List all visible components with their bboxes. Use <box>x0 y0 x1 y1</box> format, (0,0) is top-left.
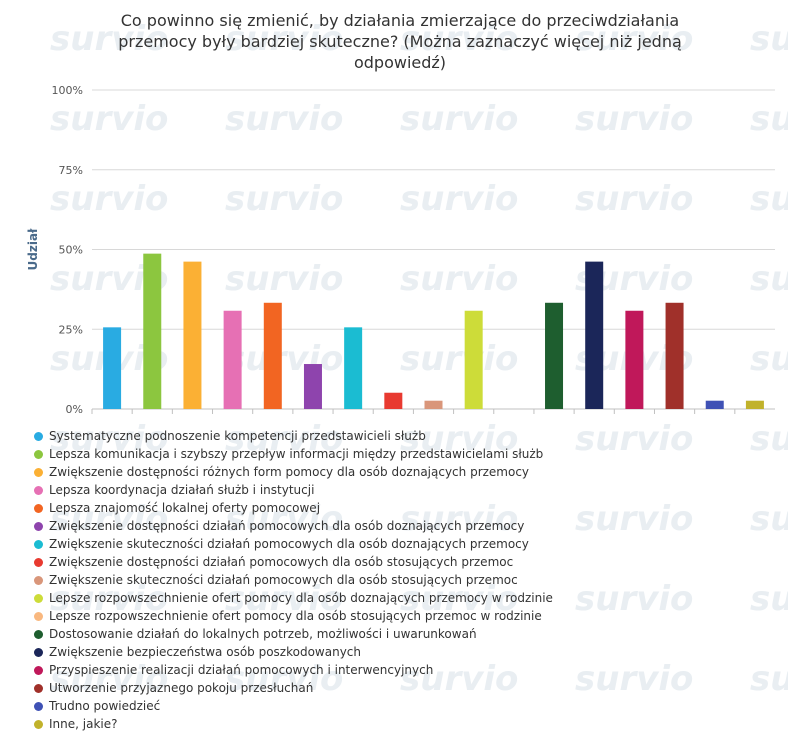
legend-label: Zwiększenie bezpieczeństwa osób poszkodo… <box>49 645 362 659</box>
legend-label: Lepsza koordynacja działań służb i insty… <box>49 483 315 497</box>
chart-title: Co powinno się zmienić, by działania zmi… <box>118 11 682 72</box>
legend-label: Zwiększenie dostępności działań pomocowy… <box>49 519 525 533</box>
legend-swatch <box>34 557 43 567</box>
legend-swatch <box>34 647 43 657</box>
bar-chart: 0% 25% 50% 75% 100% Udział <box>26 84 775 416</box>
bar <box>585 261 604 409</box>
legend-label: Systematyczne podnoszenie kompetencji pr… <box>49 429 426 443</box>
bar <box>143 253 162 409</box>
legend-label: Lepsza komunikacja i szybszy przepływ in… <box>49 447 544 461</box>
legend-item[interactable]: Zwiększenie dostępności działań pomocowy… <box>34 517 774 535</box>
legend-swatch <box>34 719 43 729</box>
chart-legend: Systematyczne podnoszenie kompetencji pr… <box>34 427 774 733</box>
y-tick-label: 0% <box>66 403 83 416</box>
legend-item[interactable]: Zwiększenie dostępności działań pomocowy… <box>34 553 774 571</box>
legend-item[interactable]: Przyspieszenie realizacji działań pomoco… <box>34 661 774 679</box>
bar <box>263 302 282 409</box>
bar <box>625 310 644 409</box>
bar <box>705 400 724 409</box>
y-tick-label: 25% <box>59 323 83 336</box>
legend-label: Utworzenie przyjaznego pokoju przesłucha… <box>49 681 314 695</box>
bar <box>424 400 443 409</box>
legend-label: Zwiększenie dostępności działań pomocowy… <box>49 555 514 569</box>
legend-swatch <box>34 485 43 495</box>
legend-swatch <box>34 683 43 693</box>
legend-item[interactable]: Trudno powiedzieć <box>34 697 774 715</box>
legend-item[interactable]: Zwiększenie skuteczności działań pomocow… <box>34 571 774 589</box>
legend-item[interactable]: Dostosowanie działań do lokalnych potrze… <box>34 625 774 643</box>
bar <box>103 327 122 409</box>
y-tick-label: 100% <box>52 84 83 97</box>
legend-label: Trudno powiedzieć <box>49 699 161 713</box>
legend-swatch <box>34 503 43 513</box>
legend-swatch <box>34 629 43 639</box>
bar <box>344 327 363 409</box>
legend-swatch <box>34 575 43 585</box>
bar <box>303 364 322 409</box>
legend-item[interactable]: Lepsza koordynacja działań służb i insty… <box>34 481 774 499</box>
legend-swatch <box>34 665 43 675</box>
legend-item[interactable]: Lepsza komunikacja i szybszy przepływ in… <box>34 445 774 463</box>
legend-item[interactable]: Inne, jakie? <box>34 715 774 733</box>
legend-item[interactable]: Zwiększenie skuteczności działań pomocow… <box>34 535 774 553</box>
legend-swatch <box>34 431 43 441</box>
legend-swatch <box>34 521 43 531</box>
legend-label: Lepsze rozpowszechnienie ofert pomocy dl… <box>49 591 553 605</box>
bar <box>223 310 242 409</box>
legend-item[interactable]: Lepsze rozpowszechnienie ofert pomocy dl… <box>34 589 774 607</box>
legend-item[interactable]: Lepsze rozpowszechnienie ofert pomocy dl… <box>34 607 774 625</box>
legend-item[interactable]: Lepsza znajomość lokalnej oferty pomocow… <box>34 499 774 517</box>
y-tick-label: 50% <box>59 244 83 257</box>
bar <box>464 310 483 409</box>
legend-label: Lepsze rozpowszechnienie ofert pomocy dl… <box>49 609 542 623</box>
bar <box>665 302 684 409</box>
legend-item[interactable]: Systematyczne podnoszenie kompetencji pr… <box>34 427 774 445</box>
legend-item[interactable]: Utworzenie przyjaznego pokoju przesłucha… <box>34 679 774 697</box>
legend-label: Dostosowanie działań do lokalnych potrze… <box>49 627 477 641</box>
legend-item[interactable]: Zwiększenie bezpieczeństwa osób poszkodo… <box>34 643 774 661</box>
bar <box>745 400 764 409</box>
bar <box>384 392 403 409</box>
legend-label: Lepsza znajomość lokalnej oferty pomocow… <box>49 501 321 515</box>
bar <box>545 302 564 409</box>
legend-swatch <box>34 611 43 621</box>
legend-swatch <box>34 539 43 549</box>
legend-swatch <box>34 701 43 711</box>
legend-label: Zwiększenie dostępności różnych form pom… <box>49 465 530 479</box>
y-tick-label: 75% <box>59 164 83 177</box>
legend-label: Zwiększenie skuteczności działań pomocow… <box>49 537 529 551</box>
legend-label: Inne, jakie? <box>49 717 118 731</box>
legend-label: Zwiększenie skuteczności działań pomocow… <box>49 573 518 587</box>
legend-swatch <box>34 593 43 603</box>
bar <box>183 261 202 409</box>
legend-swatch <box>34 467 43 477</box>
legend-item[interactable]: Zwiększenie dostępności różnych form pom… <box>34 463 774 481</box>
y-axis-label: Udział <box>26 228 40 271</box>
legend-label: Przyspieszenie realizacji działań pomoco… <box>49 663 434 677</box>
legend-swatch <box>34 449 43 459</box>
